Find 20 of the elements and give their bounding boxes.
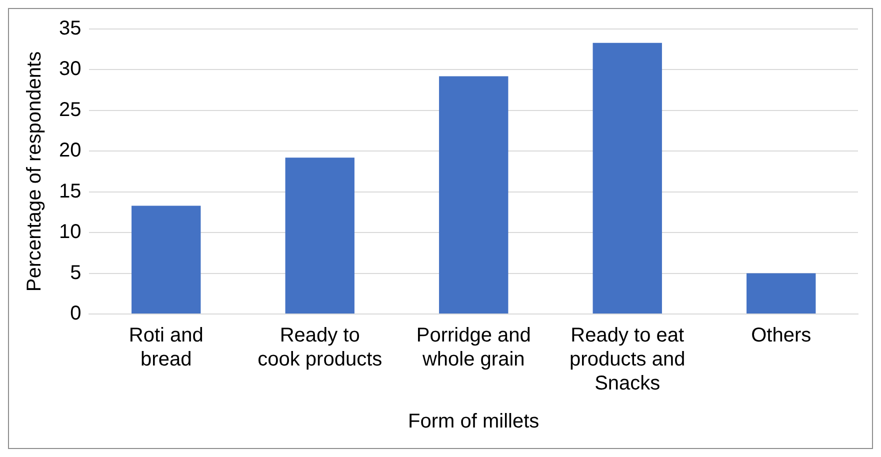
y-tick-label: 30: [58, 58, 82, 80]
bar: [746, 273, 816, 314]
x-tick-label: Ready to cook products: [258, 324, 382, 371]
bar: [132, 206, 201, 314]
x-tick-label: Ready to eat products and Snacks: [570, 324, 686, 395]
y-tick-label: 15: [58, 180, 82, 202]
y-axis-title: Percentage of respondents: [24, 51, 46, 292]
y-tick-label: 25: [58, 98, 82, 121]
bar: [592, 42, 662, 314]
x-tick-label: Roti and bread: [128, 324, 204, 371]
x-tick-label: Porridge and whole grain: [416, 324, 531, 371]
bar: [285, 158, 354, 314]
x-axis-title: Form of millets: [408, 410, 540, 433]
x-tick-label: Others: [751, 324, 812, 347]
y-tick-label: 10: [58, 221, 82, 244]
y-tick-label: 20: [58, 140, 82, 162]
y-tick-label: 5: [70, 262, 82, 284]
y-tick-label: 35: [58, 18, 82, 40]
bar: [439, 76, 508, 314]
y-tick-label: 0: [70, 302, 82, 325]
